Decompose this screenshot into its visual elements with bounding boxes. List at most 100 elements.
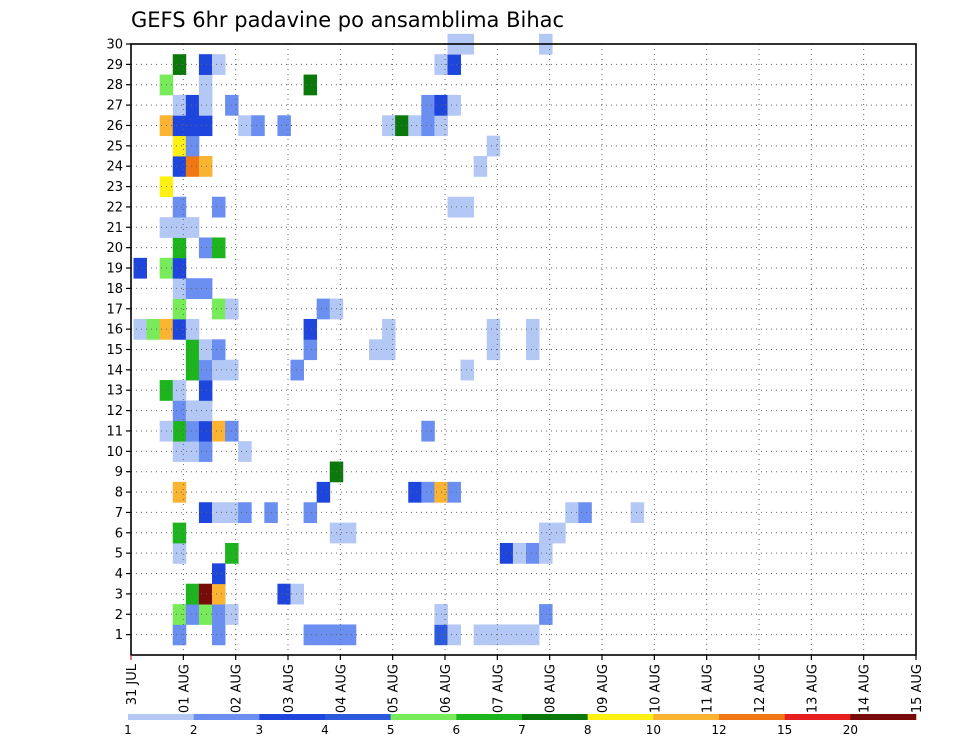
heatmap-cell [198, 94, 213, 116]
heatmap-cell [198, 237, 213, 259]
heatmap-cell [172, 624, 187, 646]
heatmap-cell [421, 420, 435, 442]
x-tick-label: 13 AUG [805, 664, 820, 713]
heatmap-cell [473, 624, 488, 646]
heatmap-cell [212, 420, 226, 442]
heatmap-cell [316, 298, 331, 320]
colorbar-swatch [193, 714, 260, 720]
y-tick-label: 25 [106, 139, 123, 154]
heatmap-cell [212, 624, 226, 646]
heatmap-cell [473, 156, 488, 177]
x-tick-label: 06 AUG [439, 664, 454, 713]
heatmap-cell [526, 339, 540, 361]
y-tick-label: 7 [115, 506, 123, 521]
x-tick-label: 07 AUG [491, 664, 506, 713]
heatmap-cell [630, 502, 645, 524]
heatmap-cell [238, 502, 252, 524]
heatmap-cell [486, 624, 501, 646]
colorbar-swatch [522, 714, 588, 720]
heatmap-cell [185, 278, 200, 299]
heatmap-cell [290, 359, 304, 381]
heatmap-cell [421, 115, 435, 137]
heatmap-cell [172, 135, 187, 157]
heatmap-cell [185, 441, 200, 462]
colorbar-swatch [719, 714, 785, 720]
y-tick-label: 21 [106, 221, 123, 236]
heatmap-cell [198, 278, 213, 299]
heatmap-cell [172, 298, 187, 320]
heatmap-cell [172, 257, 187, 279]
y-tick-label: 2 [115, 608, 123, 623]
chart-title: GEFS 6hr padavine po ansamblima Bihac [131, 8, 564, 32]
heatmap-cell [212, 563, 226, 585]
heatmap-cell [460, 196, 475, 218]
colorbar: 1 2 3 4 5 6 7 8 10 12 15 20 [124, 714, 917, 737]
heatmap-cell [382, 318, 396, 340]
heatmap-cell [185, 217, 200, 238]
heatmap-cell [172, 400, 187, 422]
heatmap-cell [172, 542, 187, 564]
y-tick-label: 5 [115, 547, 123, 562]
y-tick-label: 6 [115, 526, 123, 541]
heatmap-cell [185, 135, 200, 157]
heatmap-cell [303, 318, 318, 340]
heatmap-cell [172, 196, 187, 218]
heatmap-cell [539, 542, 553, 564]
heatmap-cell [198, 339, 213, 361]
y-axis: 1234567891011121314151617181920212223242… [106, 38, 131, 643]
heatmap-cell [198, 502, 213, 524]
heatmap-cell [172, 522, 187, 544]
y-tick-label: 16 [106, 323, 123, 338]
y-tick-label: 11 [106, 424, 123, 439]
heatmap-cell [512, 542, 527, 564]
heatmap-cell [303, 624, 318, 646]
heatmap-cell [146, 318, 161, 340]
heatmap-cell [212, 502, 226, 524]
heatmap-cell [212, 604, 226, 625]
heatmap-cell [526, 624, 540, 646]
heatmap-cell [447, 196, 461, 218]
heatmap-cell [552, 522, 566, 544]
heatmap-cell [185, 420, 200, 442]
heatmap-cell [303, 339, 318, 361]
heatmap-cell [172, 604, 187, 625]
heatmap-cell [212, 339, 226, 361]
heatmap-cell [198, 604, 213, 625]
colorbar-label: 20 [843, 723, 858, 737]
heatmap-cell [172, 420, 187, 442]
heatmap-cell [212, 196, 226, 218]
heatmap-cell [172, 54, 187, 75]
heatmap-cell [421, 481, 435, 503]
heatmap-cell [172, 441, 187, 462]
colorbar-label: 5 [387, 723, 395, 737]
colorbar-swatch [784, 714, 851, 720]
heatmap-cell [198, 115, 213, 137]
heatmap-cell [198, 74, 213, 96]
x-tick-label: 08 AUG [544, 664, 559, 713]
x-tick-label: 05 AUG [387, 664, 402, 713]
heatmap-cell [185, 583, 200, 605]
y-tick-label: 13 [106, 384, 123, 399]
y-tick-label: 24 [106, 160, 123, 175]
heatmap-cell [512, 624, 527, 646]
heatmap-cell [251, 115, 265, 137]
heatmap-cell [316, 624, 331, 646]
heatmap-cell [526, 542, 540, 564]
x-tick-label: 11 AUG [701, 664, 716, 713]
y-tick-label: 29 [106, 58, 123, 73]
heatmap-cell [277, 115, 291, 137]
heatmap-cell [172, 481, 187, 503]
colorbar-label: 8 [584, 723, 592, 737]
heatmap-cell [539, 522, 553, 544]
x-tick-label: 09 AUG [596, 664, 611, 713]
heatmap-cell [172, 94, 187, 116]
x-tick-label: 03 AUG [282, 664, 297, 713]
heatmap-cell [316, 481, 331, 503]
y-tick-label: 12 [106, 404, 123, 419]
colorbar-swatch [850, 714, 917, 720]
heatmap-cell [133, 257, 147, 279]
heatmap-cell [198, 420, 213, 442]
heatmap-cell [578, 502, 592, 524]
heatmap-cell [486, 135, 501, 157]
